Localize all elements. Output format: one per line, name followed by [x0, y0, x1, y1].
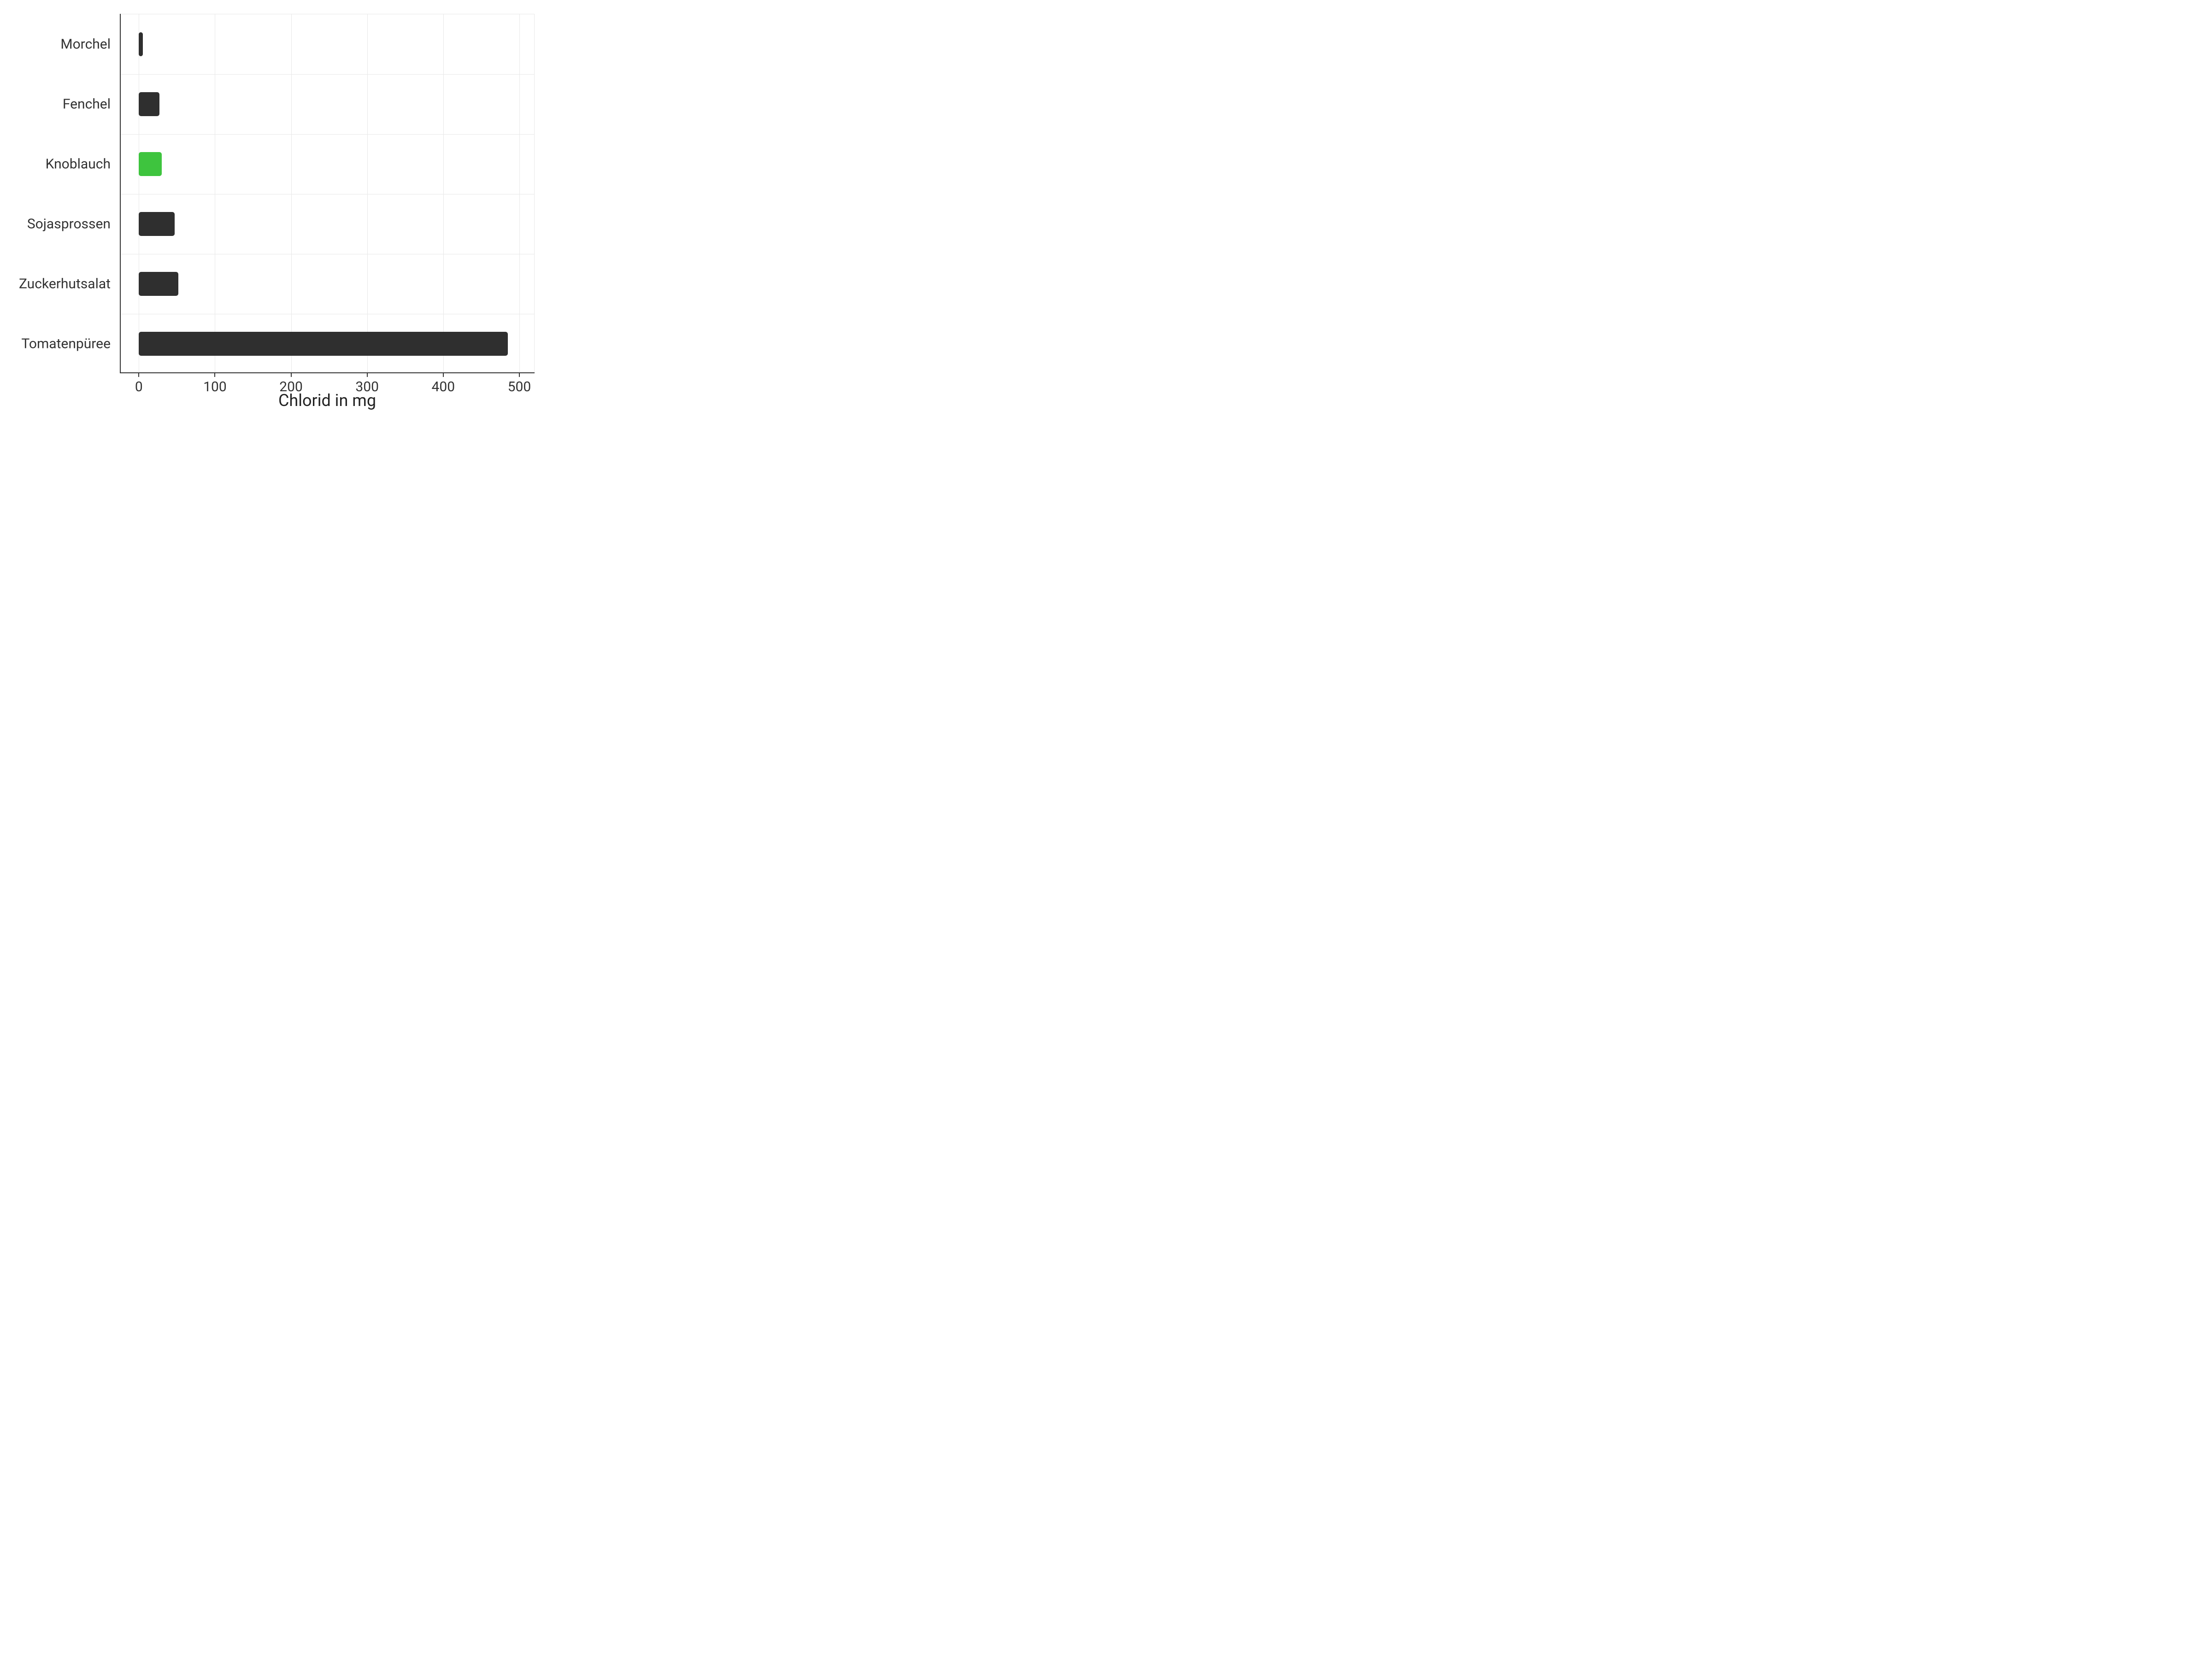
- bar: [139, 32, 142, 56]
- y-tick-label: Zuckerhutsalat: [19, 276, 111, 292]
- bar: [139, 332, 508, 356]
- bar: [139, 212, 175, 236]
- x-axis-title: Chlorid in mg: [120, 391, 535, 410]
- y-tick-label: Sojasprossen: [27, 216, 111, 232]
- bar: [139, 152, 162, 176]
- bar: [139, 92, 159, 116]
- x-axis-line: [120, 372, 535, 373]
- bar: [139, 272, 178, 296]
- y-tick-label: Fenchel: [63, 96, 111, 112]
- gridline-horizontal: [120, 74, 534, 75]
- y-axis-line: [120, 14, 121, 373]
- gridline-horizontal: [120, 134, 534, 135]
- x-tick-mark: [138, 373, 139, 377]
- plot-area: 0100200300400500MorchelFenchelKnoblauchS…: [120, 14, 535, 373]
- x-tick-mark: [443, 373, 444, 377]
- x-tick-mark: [367, 373, 368, 377]
- x-tick-mark: [519, 373, 520, 377]
- y-tick-label: Knoblauch: [46, 156, 111, 172]
- x-tick-mark: [291, 373, 292, 377]
- y-tick-label: Tomatenpüree: [21, 336, 111, 352]
- chart-container: 0100200300400500MorchelFenchelKnoblauchS…: [0, 0, 553, 415]
- x-tick-mark: [214, 373, 215, 377]
- y-tick-label: Morchel: [60, 36, 111, 53]
